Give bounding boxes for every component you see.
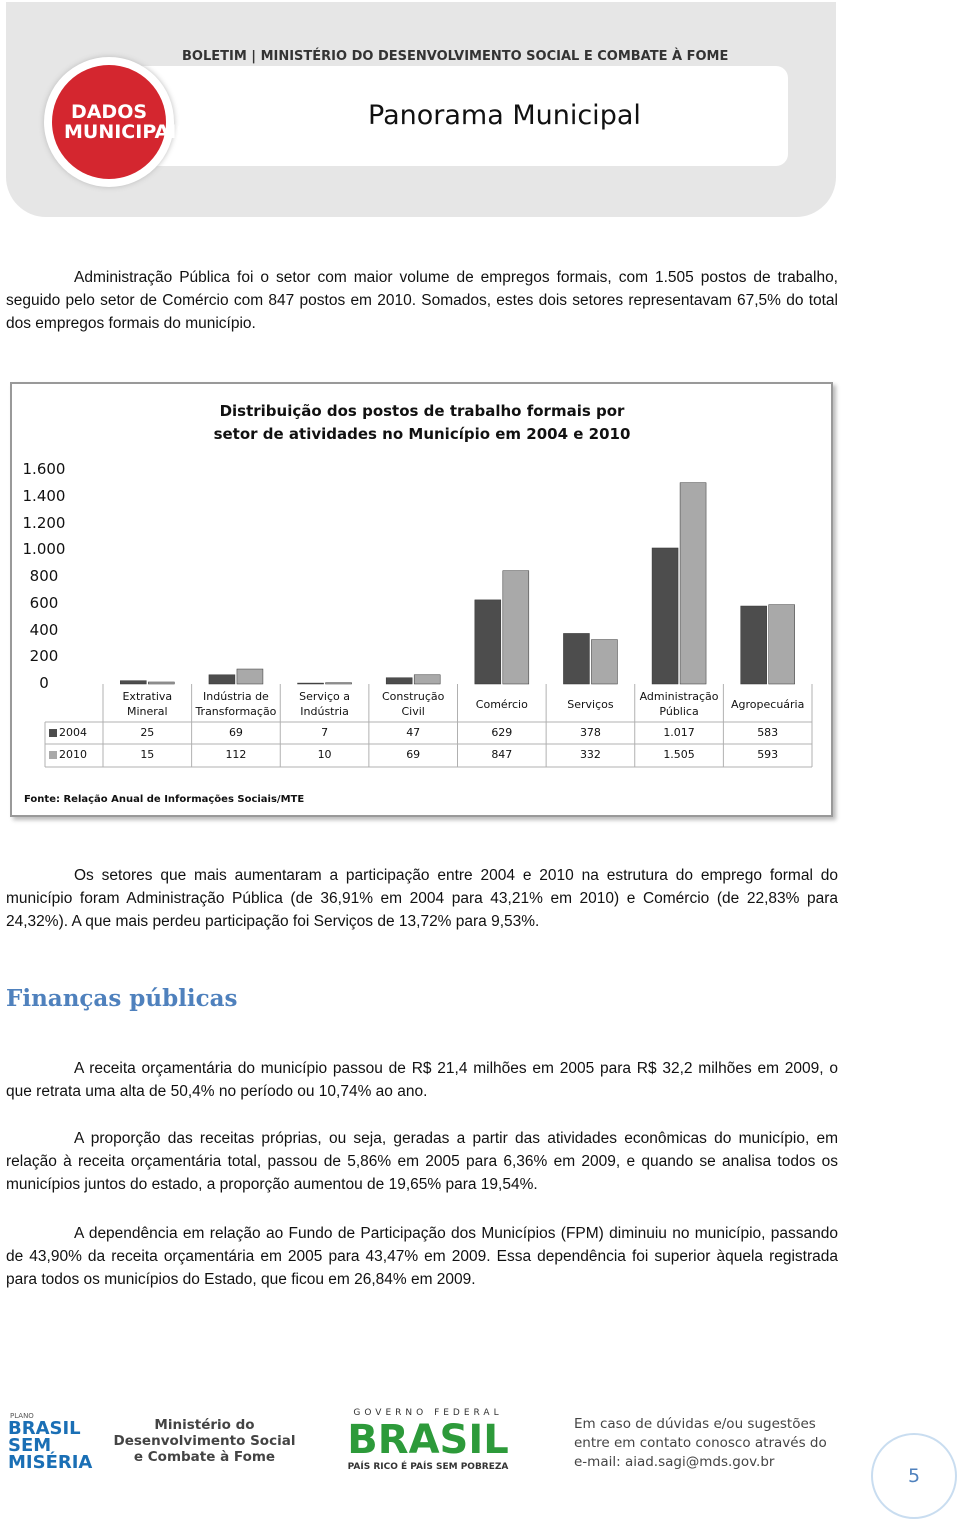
bar	[385, 677, 413, 685]
y-tick-label: 1.400	[22, 486, 66, 505]
y-tick-label: 1.000	[22, 540, 66, 559]
data-label: 112	[225, 748, 247, 761]
bar	[120, 680, 147, 685]
bar	[325, 682, 352, 685]
x-tick-label: Construção Civil	[381, 690, 445, 718]
data-label: 1.017	[663, 726, 695, 739]
paragraph: A dependência em relação ao Fundo de Par…	[6, 1225, 838, 1288]
legend-key	[49, 729, 57, 737]
y-tick-label: 800	[29, 567, 59, 585]
header-box	[100, 66, 788, 166]
y-tick-label: 0	[39, 674, 49, 692]
chart-plot	[44, 482, 813, 768]
bar	[208, 674, 236, 685]
y-tick-label: 1.200	[22, 513, 66, 532]
data-label: 378	[579, 726, 601, 739]
data-label: 847	[491, 748, 513, 761]
bar	[651, 547, 679, 685]
program-logo: BRASIL SEM MISÉRIA	[8, 1418, 93, 1473]
y-tick-label: 600	[29, 593, 59, 612]
plan-label: PLANO	[10, 1412, 34, 1420]
page-title: Panorama Municipal	[368, 100, 641, 131]
data-label: 1.505	[663, 748, 695, 761]
data-label: 10	[317, 748, 332, 761]
chart-title: Distribuição dos postos de trabalho form…	[213, 402, 631, 443]
bar	[236, 668, 264, 685]
slogan: PAÍS RICO É PAÍS SEM POBREZA	[347, 1462, 509, 1472]
data-label: 7	[321, 726, 329, 739]
x-tick-label: Serviço a Indústria	[299, 690, 350, 718]
paragraph: Administração Pública foi o setor com ma…	[6, 269, 838, 332]
bar	[563, 633, 590, 685]
y-tick-label: 1.600	[22, 460, 66, 478]
paragraph: A receita orçamentária do município pass…	[6, 1060, 838, 1100]
x-tick-label: Comércio	[475, 697, 528, 711]
y-tick-label: 200	[29, 647, 59, 666]
government: GOVERNO FEDERAL	[353, 1408, 503, 1418]
data-label: 25	[140, 726, 155, 739]
page-number-text: 5	[907, 1465, 921, 1487]
bar	[148, 681, 175, 685]
bar	[502, 570, 530, 685]
chart-source: Fonte: Relação Anual de Informações Soci…	[24, 794, 305, 805]
logo: DADOS MUNICIPAIS	[52, 65, 190, 179]
paragraph: A proporção das receitas próprias, ou se…	[6, 1130, 838, 1193]
x-tick-label: Agropecuária	[731, 697, 805, 711]
data-label: 332	[579, 748, 601, 761]
x-tick-label: Indústria de Transformação	[195, 690, 277, 718]
section-heading: Finanças públicas	[6, 985, 238, 1012]
contact: Em caso de dúvidas e/ou sugestões entre …	[574, 1416, 827, 1470]
bar	[474, 599, 502, 685]
y-tick-label: 400	[29, 620, 59, 639]
legend-label: 2004	[59, 726, 87, 739]
legend-key	[49, 751, 57, 759]
chart: Distribuição dos postos de trabalho form…	[10, 382, 833, 817]
x-tick-label: Serviços	[567, 697, 614, 711]
ministry-logo: Ministério do Desenvolvimento Social e C…	[113, 1417, 296, 1465]
data-label: 69	[406, 748, 421, 761]
bulletin: BOLETIM | MINISTÉRIO DO DESENVOLVIMENTO …	[182, 49, 729, 64]
bar	[768, 604, 795, 685]
bar	[740, 605, 767, 685]
bar	[413, 674, 441, 685]
x-tick-label: Extrativa Mineral	[122, 690, 173, 718]
legend-label: 2010	[59, 748, 87, 761]
x-tick-label: Administração Pública	[639, 690, 719, 718]
logo-text: DADOS MUNICIPAIS	[64, 101, 190, 143]
data-label: 47	[406, 726, 421, 739]
paragraph: Os setores que mais aumentaram a partici…	[6, 867, 838, 930]
page-number: 5	[871, 1433, 957, 1519]
data-label: 593	[757, 748, 779, 761]
data-label: 69	[228, 726, 243, 739]
bar	[679, 482, 707, 685]
bar	[591, 639, 618, 685]
country-logo: BRASIL	[347, 1417, 509, 1463]
data-label: 583	[757, 726, 779, 739]
bar	[297, 682, 324, 685]
data-label: 15	[140, 748, 155, 761]
data-label: 629	[491, 726, 513, 739]
